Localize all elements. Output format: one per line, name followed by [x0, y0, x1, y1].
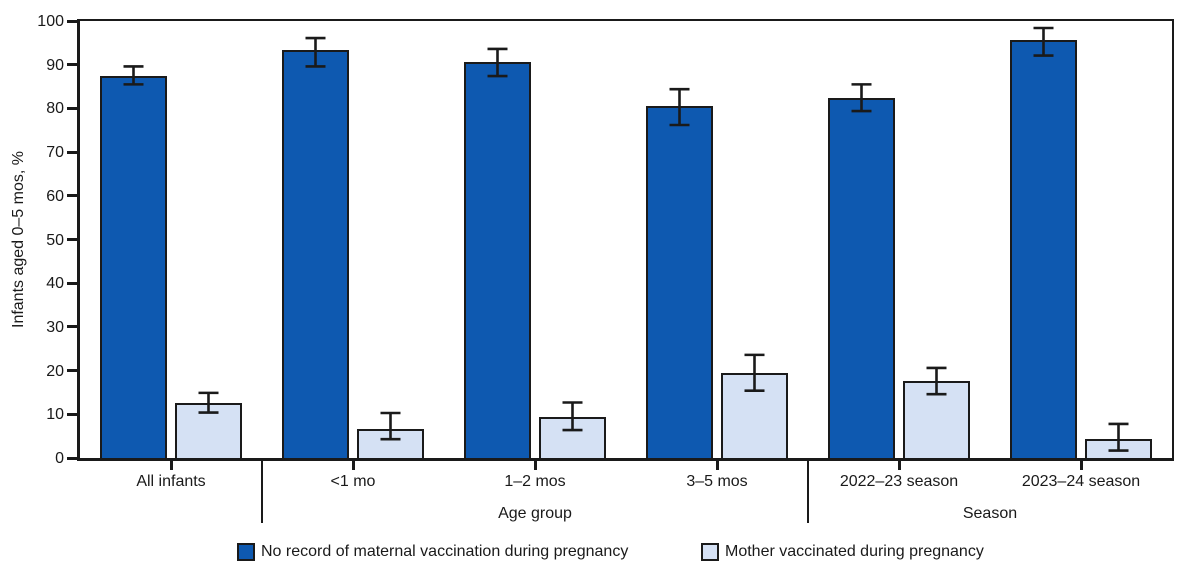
category-label: 2022–23 season	[839, 473, 959, 490]
y-axis-tick-label: 100	[37, 13, 64, 30]
legend-label-no-record: No record of maternal vaccination during…	[261, 543, 629, 560]
bar-no-record	[282, 50, 349, 458]
x-axis-section-label-age-group: Age group	[498, 505, 572, 522]
y-axis-tick	[67, 19, 77, 23]
category-label: 3–5 mos	[686, 473, 748, 490]
y-axis-tick	[67, 412, 77, 416]
x-axis-tick	[169, 461, 173, 470]
axis-section-separator	[261, 459, 263, 523]
y-axis-tick	[67, 238, 77, 241]
y-axis-tick-label: 20	[46, 362, 64, 380]
x-axis-tick	[351, 461, 355, 470]
legend-item-no-record: No record of maternal vaccination during…	[237, 542, 628, 561]
bar-mother-vaccinated	[721, 372, 788, 458]
category-label: 2023–24 season	[1021, 473, 1141, 490]
y-axis-tick	[67, 63, 77, 67]
y-axis-tick	[67, 194, 77, 198]
legend-item-vaccinated: Mother vaccinated during pregnancy	[701, 542, 984, 561]
y-axis-tick	[67, 281, 77, 285]
y-axis-tick	[67, 150, 77, 154]
bar-no-record	[646, 106, 713, 458]
bar-no-record	[1010, 40, 1077, 458]
x-axis-section-label-season: Season	[962, 505, 1018, 522]
x-axis-tick	[1079, 461, 1083, 470]
x-axis-tick	[533, 461, 537, 470]
y-axis-tick-label: 80	[46, 100, 64, 118]
legend-swatch-no-record-icon	[237, 542, 255, 561]
y-axis-tick	[67, 369, 77, 373]
x-axis-tick	[897, 461, 901, 470]
y-axis-tick-label: 10	[46, 406, 64, 424]
bar-no-record	[464, 61, 531, 458]
axis-section-separator	[807, 459, 809, 523]
y-axis-tick-label: 50	[46, 231, 64, 249]
y-axis-tick-label: 60	[46, 187, 64, 205]
y-axis-tick-label: 40	[46, 275, 64, 293]
y-axis-tick-label: 30	[46, 318, 64, 336]
bar-no-record	[100, 75, 167, 458]
y-axis-tick-label: 90	[46, 56, 64, 74]
legend-label-vaccinated: Mother vaccinated during pregnancy	[725, 543, 984, 560]
category-label: 1–2 mos	[504, 473, 566, 490]
y-axis-tick-label: 0	[55, 450, 64, 467]
y-axis-tick-label: 70	[46, 144, 64, 162]
bar-mother-vaccinated	[539, 417, 606, 458]
category-label: All infants	[136, 473, 206, 490]
category-label: <1 mo	[330, 473, 376, 490]
y-axis-tick	[67, 325, 77, 329]
x-axis-tick	[715, 461, 719, 470]
plot-area	[67, 19, 1174, 461]
bar-mother-vaccinated	[175, 403, 242, 458]
bar-mother-vaccinated	[357, 428, 424, 458]
y-axis-tick	[67, 456, 77, 460]
legend-swatch-vaccinated-icon	[701, 542, 719, 561]
error-bars-layer	[123, 26, 1129, 452]
bar-mother-vaccinated	[903, 381, 970, 458]
y-axis-tick	[67, 106, 77, 110]
bar-no-record	[828, 97, 895, 458]
bar-mother-vaccinated	[1085, 438, 1152, 458]
